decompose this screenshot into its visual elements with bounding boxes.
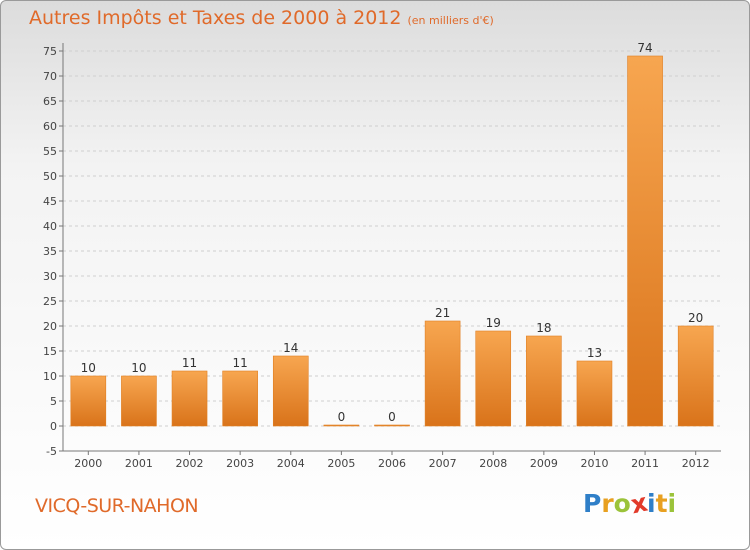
- data-label-2009: 18: [536, 321, 551, 335]
- x-tick-label-2012: 2012: [682, 457, 710, 470]
- chart-title-text: Autres Impôts et Taxes de 2000 à 2012: [29, 7, 402, 29]
- y-tick-label: 70: [43, 70, 57, 83]
- x-tick-label-2011: 2011: [631, 457, 659, 470]
- bar-2006: [374, 424, 410, 427]
- data-label-2006: 0: [388, 410, 396, 424]
- bar-2012: [677, 325, 714, 427]
- y-tick-label: 50: [43, 170, 57, 183]
- data-label-2000: 10: [81, 361, 96, 375]
- y-tick-label: 25: [43, 295, 57, 308]
- y-tick-label: 10: [43, 370, 57, 383]
- bar-2001: [121, 375, 157, 427]
- bar-2003: [222, 370, 258, 427]
- x-tick-label-2003: 2003: [226, 457, 254, 470]
- bar-2004: [272, 355, 309, 427]
- y-tick-label: 55: [43, 145, 57, 158]
- y-tick-label: 0: [50, 420, 57, 433]
- logo-letter: i: [647, 489, 656, 518]
- y-tick-label: 60: [43, 120, 57, 133]
- proxiti-logo[interactable]: Proxiti: [583, 488, 677, 520]
- data-label-2008: 19: [486, 316, 501, 330]
- x-tick-label-2005: 2005: [327, 457, 355, 470]
- bar-2009: [526, 335, 562, 427]
- x-tick-label-2008: 2008: [479, 457, 507, 470]
- logo-letter: o: [613, 489, 631, 518]
- y-tick-label: 45: [43, 195, 57, 208]
- y-tick-label: 15: [43, 345, 57, 358]
- y-tick-label: 65: [43, 95, 57, 108]
- bar-2005: [323, 424, 360, 427]
- data-label-2001: 10: [131, 361, 146, 375]
- y-tick-label: 30: [43, 270, 57, 283]
- bar-2007: [424, 320, 461, 427]
- y-tick-label: 20: [43, 320, 57, 333]
- x-tick-label-2002: 2002: [176, 457, 204, 470]
- x-tick-label-2004: 2004: [277, 457, 305, 470]
- y-tick-label: 75: [43, 45, 57, 58]
- bar-2010: [576, 360, 613, 427]
- bar-2011: [627, 55, 663, 427]
- chart-subtitle: (en milliers d'€): [407, 14, 494, 27]
- data-label-2003: 11: [233, 356, 248, 370]
- data-label-2004: 14: [283, 341, 298, 355]
- x-tick-label-2007: 2007: [429, 457, 457, 470]
- y-tick-label: 5: [50, 395, 57, 408]
- data-label-2010: 13: [587, 346, 602, 360]
- x-tick-label-2006: 2006: [378, 457, 406, 470]
- data-label-2012: 20: [688, 311, 703, 325]
- data-label-2007: 21: [435, 306, 450, 320]
- data-label-2005: 0: [338, 410, 346, 424]
- bar-2008: [475, 330, 512, 427]
- commune-name: VICQ-SUR-NAHON: [35, 495, 199, 517]
- logo-letter: i: [667, 489, 677, 518]
- logo-letter: P: [583, 489, 602, 518]
- x-tick-label-2001: 2001: [125, 457, 153, 470]
- y-tick-label: 40: [43, 220, 57, 233]
- x-tick-label-2010: 2010: [580, 457, 608, 470]
- data-label-2002: 11: [182, 356, 197, 370]
- y-tick-label: 35: [43, 245, 57, 258]
- data-label-2011: 74: [637, 41, 652, 55]
- x-tick-label-2009: 2009: [530, 457, 558, 470]
- x-tick-label-2000: 2000: [74, 457, 102, 470]
- logo-letter: t: [655, 489, 668, 518]
- y-tick-label: -5: [46, 445, 57, 458]
- bar-2000: [70, 375, 107, 427]
- logo-letter: r: [601, 489, 614, 518]
- bar-2002: [171, 370, 208, 427]
- chart-title: Autres Impôts et Taxes de 2000 à 2012 (en…: [29, 7, 494, 29]
